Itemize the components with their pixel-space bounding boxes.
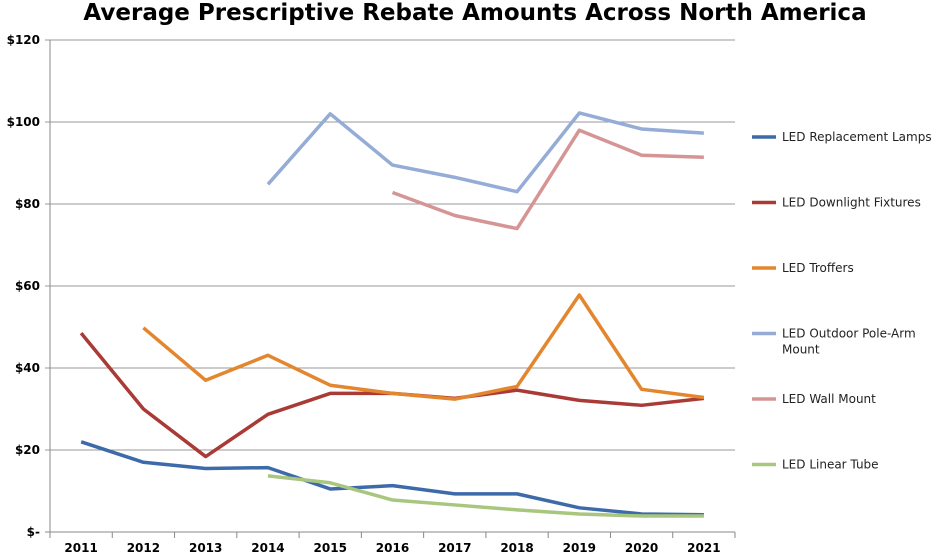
x-tick-label: 2013 [189,541,222,555]
y-tick-label: $120 [7,33,40,47]
x-tick-label: 2015 [314,541,347,555]
legend-label-cont: Mount [782,343,820,357]
series-line-4 [391,128,704,231]
x-tick-label: 2019 [563,541,596,555]
x-tick-label: 2012 [127,541,160,555]
x-tick-label: 2014 [251,541,284,555]
series-line-3 [266,111,704,194]
y-tick-label: $100 [7,115,40,129]
x-tick-label: 2016 [376,541,409,555]
legend-label: LED Wall Mount [782,392,876,406]
x-tick-label: 2018 [500,541,533,555]
y-tick-label: $40 [15,361,40,375]
x-tick-label: 2021 [687,541,720,555]
series-line-0 [80,440,704,517]
series-line-2 [142,293,705,401]
legend-label: LED Replacement Lamps [782,130,932,144]
legend-label: LED Troffers [782,261,854,275]
legend-label: LED Linear Tube [782,458,879,472]
legend-label: LED Downlight Fixtures [782,196,921,210]
x-tick-label: 2011 [64,541,97,555]
y-tick-label: $- [27,525,40,539]
x-tick-label: 2017 [438,541,471,555]
series-line-5 [267,474,704,518]
y-tick-label: $60 [15,279,40,293]
y-tick-label: $20 [15,443,40,457]
y-tick-label: $80 [15,197,40,211]
x-tick-label: 2020 [625,541,658,555]
legend-label: LED Outdoor Pole-Arm [782,327,916,341]
chart-title: Average Prescriptive Rebate Amounts Acro… [83,0,867,26]
